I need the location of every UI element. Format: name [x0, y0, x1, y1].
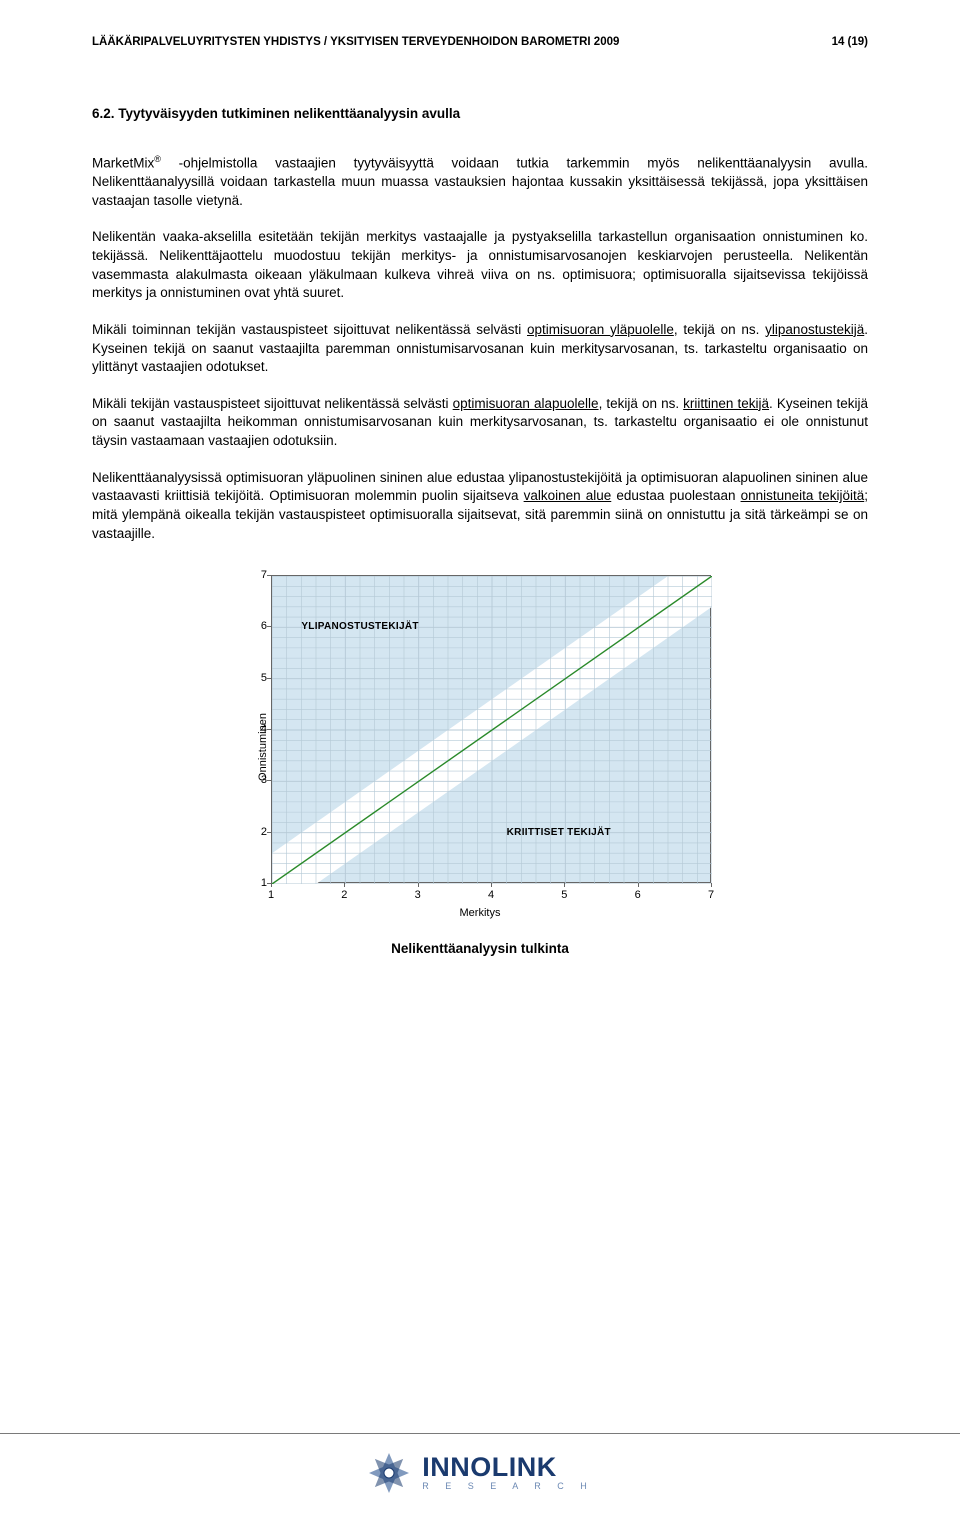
y-tick: 1 [253, 877, 267, 889]
x-tick: 5 [561, 889, 567, 901]
y-tick: 7 [253, 569, 267, 581]
annot-upper: YLIPANOSTUSTEKIJÄT [301, 621, 418, 632]
page-footer: INNOLINK R E S E A R C H [0, 1433, 960, 1496]
y-tick: 3 [253, 774, 267, 786]
nelikentta-chart: Onnistuminen YLIPANOSTUSTEKIJÄTKRIITTISE… [223, 567, 737, 956]
x-tick: 3 [415, 889, 421, 901]
para-1: MarketMix® -ohjelmistolla vastaajien tyy… [92, 153, 868, 210]
x-tick: 1 [268, 889, 274, 901]
para-3: Mikäli toiminnan tekijän vastauspisteet … [92, 321, 868, 377]
para-2: Nelikentän vaaka-akselilla esitetään tek… [92, 228, 868, 303]
innolink-logo: INNOLINK R E S E A R C H [366, 1450, 594, 1496]
section-heading: 6.2. Tyytyväisyyden tutkiminen nelikentt… [92, 106, 868, 121]
logo-brand: INNOLINK [422, 1455, 594, 1479]
x-tick: 6 [635, 889, 641, 901]
para-5: Nelikenttäanalyysissä optimisuoran yläpu… [92, 469, 868, 544]
plot-area: YLIPANOSTUSTEKIJÄT KRIITTISET TEKIJÄT [271, 575, 711, 883]
x-tick: 4 [488, 889, 494, 901]
logo-sub: R E S E A R C H [422, 1481, 594, 1491]
chart-title: Nelikenttäanalyysin tulkinta [223, 941, 737, 956]
y-tick: 5 [253, 672, 267, 684]
header-left: LÄÄKÄRIPALVELUYRITYSTEN YHDISTYS / YKSIT… [92, 36, 619, 48]
header-pagenum: 14 (19) [832, 36, 868, 48]
para-4: Mikäli tekijän vastauspisteet sijoittuva… [92, 395, 868, 451]
y-tick: 4 [253, 723, 267, 735]
x-tick: 2 [341, 889, 347, 901]
y-tick: 6 [253, 620, 267, 632]
y-tick: 2 [253, 826, 267, 838]
annot-lower: KRIITTISET TEKIJÄT [507, 827, 611, 838]
logo-icon [366, 1450, 412, 1496]
x-tick: 7 [708, 889, 714, 901]
x-axis-label: Merkitys [460, 907, 501, 919]
running-header: LÄÄKÄRIPALVELUYRITYSTEN YHDISTYS / YKSIT… [92, 36, 868, 48]
